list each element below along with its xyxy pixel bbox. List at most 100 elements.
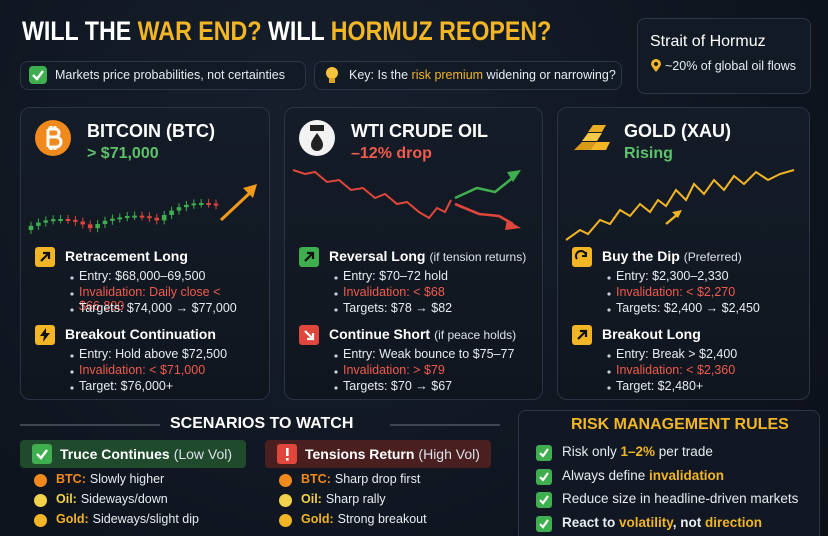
rule-part: 1–2%: [620, 444, 656, 459]
graphic: [334, 276, 338, 280]
setup-name: Breakout Long: [602, 326, 701, 342]
asset-label: BTC:: [301, 472, 331, 486]
risk-rule: Risk only 1–2% per trade: [562, 444, 713, 459]
setup-title: Buy the Dip (Preferred): [602, 248, 742, 264]
section-title: RISK MANAGEMENT RULES: [571, 416, 789, 433]
setup-title: Reversal Long (if tension returns): [329, 248, 526, 264]
scenario-item: Oil: Sharp rally: [301, 492, 386, 506]
graphic: [565, 169, 795, 241]
scenario-header: [20, 440, 246, 468]
graphic: [279, 474, 292, 487]
setup-line: Targets: $70 → $67: [343, 379, 453, 393]
scenario-text: Sideways/down: [80, 492, 168, 506]
asset-change: > $71,000: [87, 145, 159, 162]
setup-line: Entry: Hold above $72,500: [79, 347, 228, 361]
asset-card: GOLD (XAU) Rising Buy the Dip (Preferred) En…: [557, 107, 810, 400]
graphic: [35, 247, 55, 267]
asset-change: Rising: [624, 145, 673, 162]
setup-note: (Preferred): [683, 250, 742, 264]
setup-line: Targets: $2,400 → $2,450: [616, 301, 760, 315]
strait-note: ~20% of global oil flows: [665, 59, 796, 73]
graphic: [607, 292, 611, 296]
graphic: [35, 325, 55, 345]
section-title: SCENARIOS TO WATCH: [170, 415, 354, 432]
scenario-text: Strong breakout: [337, 512, 427, 526]
risk-rule: Always define invalidation: [562, 468, 724, 483]
setup-line: Entry: Break > $2,400: [616, 347, 738, 361]
setup-line: Invalidation: < $2,360: [616, 363, 736, 377]
setup-title: Continue Short (if peace holds): [329, 326, 516, 342]
rule-part: invalidation: [649, 467, 725, 483]
asset-label: Gold:: [301, 512, 334, 526]
graphic: [70, 370, 74, 374]
graphic: [292, 169, 521, 230]
graphic: [70, 386, 74, 390]
graphic: [70, 276, 74, 280]
badge-text: Markets price probabilities, not certain…: [55, 68, 285, 82]
graphic: [334, 308, 338, 312]
scenario-item: BTC: Slowly higher: [56, 472, 164, 486]
setup-line: Target: $2,480+: [616, 379, 704, 393]
scenario-item: BTC: Sharp drop first: [301, 472, 420, 486]
setup-note: (if tension returns): [429, 250, 527, 264]
title-part: WILL: [261, 16, 331, 46]
scenario-text: Sharp rally: [325, 492, 386, 506]
graphic: [607, 276, 611, 280]
setup-line: Invalidation: < $68: [343, 285, 445, 299]
graphic: [279, 514, 292, 527]
rule-part: Risk only: [562, 444, 621, 459]
setup-line: Targets: $74,000 → $77,000: [79, 301, 237, 315]
scenario-text: Sideways/slight dip: [92, 512, 199, 526]
badge-part: widening or narrowing?: [483, 68, 616, 82]
asset-label: BTC:: [56, 472, 86, 486]
rule-part: Always define: [562, 467, 650, 483]
graphic: [70, 354, 74, 358]
asset-card: BITCOIN (BTC) > $71,000 Retracement Long En…: [20, 107, 270, 400]
badge-text: Key: Is the risk premium widening or nar…: [349, 68, 616, 82]
graphic: [299, 120, 335, 156]
asset-change: –12% drop: [351, 145, 432, 162]
graphic: [299, 325, 319, 345]
scenario-item: Gold: Sideways/slight dip: [56, 512, 199, 526]
graphic: [536, 468, 552, 485]
graphic: [651, 59, 661, 72]
badge: [20, 61, 306, 90]
setup-name: Buy the Dip: [602, 248, 680, 264]
graphic: [326, 67, 338, 83]
risk-rule: Reduce size in headline-driven markets: [562, 491, 798, 506]
scenario-title: Tensions Return (High Vol): [305, 446, 480, 462]
graphic: [34, 494, 47, 507]
setup-title: Breakout Long: [602, 326, 701, 342]
asset-name: BITCOIN (BTC): [87, 121, 215, 141]
risk-panel: [518, 410, 820, 536]
setup-note: (if peace holds): [434, 328, 517, 342]
setup-line: Target: $76,000+: [79, 379, 174, 393]
graphic: [334, 386, 338, 390]
setup-name: Retracement Long: [65, 248, 188, 264]
graphic: [277, 444, 297, 464]
graphic: [29, 66, 47, 84]
graphic: [35, 120, 71, 156]
title-part: WILL THE: [22, 16, 138, 46]
graphic: [536, 492, 552, 508]
rule-part: volatility: [619, 514, 673, 530]
scenario-name: Tensions Return: [305, 446, 415, 462]
graphic: [536, 515, 552, 532]
badge-part: Markets price probabilities, not certain…: [55, 68, 285, 82]
setup-line: Entry: $70–72 hold: [343, 269, 448, 283]
graphic: [607, 370, 611, 374]
badge-part: risk premium: [411, 68, 484, 82]
scenario-item: Oil: Sideways/down: [56, 492, 168, 506]
graphic: [536, 445, 552, 461]
graphic: [28, 184, 257, 234]
scenario-name: Truce Continues: [60, 446, 170, 462]
setup-line: Entry: $68,000–69,500: [79, 269, 206, 283]
strait-title: Strait of Hormuz: [650, 33, 766, 50]
risk-rule: React to volatility, not direction: [562, 515, 762, 530]
setup-name: Continue Short: [329, 326, 431, 342]
setup-name: Breakout Continuation: [65, 326, 216, 342]
graphic: [572, 325, 592, 345]
setup-line: Entry: Weak bounce to $75–77: [343, 347, 515, 361]
graphic: [334, 292, 338, 296]
